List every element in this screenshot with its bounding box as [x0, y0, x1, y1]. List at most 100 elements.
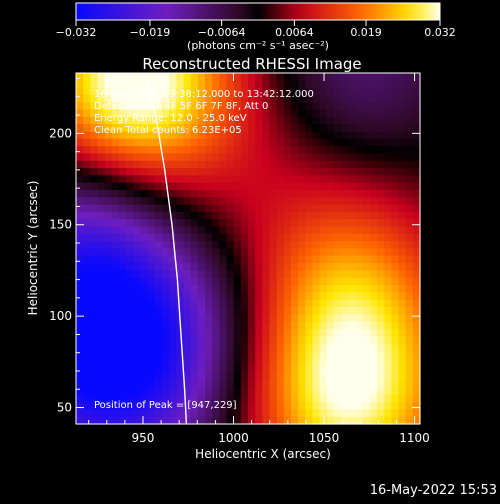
- heatmap-cell: [233, 211, 242, 220]
- heatmap-cell: [183, 416, 192, 425]
- heatmap-cell: [398, 263, 407, 272]
- heatmap-cell: [305, 285, 314, 293]
- heatmap-cell: [305, 402, 314, 410]
- heatmap-cell: [97, 409, 106, 418]
- heatmap-cell: [291, 175, 299, 184]
- heatmap-cell: [384, 116, 392, 125]
- heatmap-cell: [119, 131, 127, 140]
- heatmap-cell: [391, 416, 400, 425]
- heatmap-cell: [412, 380, 421, 389]
- heatmap-cell: [283, 402, 292, 410]
- heatmap-cell: [147, 358, 156, 367]
- heatmap-cell: [126, 372, 134, 381]
- heatmap-cell: [348, 270, 357, 279]
- heatmap-cell: [140, 307, 149, 315]
- heatmap-cell: [154, 219, 163, 228]
- heatmap-cell: [212, 233, 220, 242]
- heatmap-cell: [205, 270, 213, 279]
- heatmap-cell: [369, 372, 378, 381]
- heatmap-cell: [341, 138, 349, 147]
- heatmap-cell: [240, 73, 249, 81]
- heatmap-cell: [269, 263, 278, 272]
- heatmap-cell: [176, 204, 185, 213]
- heatmap-cell: [240, 116, 249, 125]
- heatmap-cell: [154, 102, 163, 111]
- heatmap-cell: [147, 116, 156, 125]
- heatmap-cell: [212, 270, 220, 279]
- heatmap-cell: [269, 416, 278, 425]
- heatmap-cell: [119, 387, 127, 396]
- heatmap-cell: [147, 160, 156, 169]
- heatmap-cell: [176, 219, 185, 228]
- heatmap-cell: [312, 248, 321, 257]
- heatmap-cell: [298, 182, 306, 191]
- heatmap-cell: [119, 226, 127, 235]
- heatmap-cell: [377, 102, 385, 111]
- heatmap-cell: [176, 138, 185, 147]
- y-tick-label: 150: [49, 218, 72, 232]
- heatmap-cell: [348, 380, 357, 389]
- heatmap-cell: [176, 394, 185, 403]
- heatmap-cell: [248, 380, 256, 389]
- heatmap-cell: [190, 343, 199, 352]
- heatmap-cell: [219, 226, 228, 235]
- heatmap-cell: [248, 292, 256, 301]
- heatmap-cell: [398, 292, 407, 301]
- heatmap-cell: [169, 197, 177, 206]
- heatmap-cell: [305, 94, 314, 103]
- heatmap-cell: [233, 94, 242, 103]
- heatmap-cell: [226, 131, 235, 140]
- heatmap-cell: [212, 211, 220, 220]
- heatmap-cell: [147, 299, 156, 308]
- heatmap-cell: [147, 343, 156, 352]
- heatmap-cell: [219, 328, 228, 337]
- heatmap-cell: [90, 94, 99, 103]
- heatmap-cell: [233, 343, 242, 352]
- heatmap-cell: [190, 270, 199, 279]
- heatmap-cell: [104, 314, 113, 323]
- heatmap-cell: [384, 168, 392, 176]
- heatmap-cell: [133, 102, 142, 111]
- heatmap-cell: [90, 80, 99, 89]
- heatmap-cell: [154, 263, 163, 272]
- heatmap-cell: [176, 307, 185, 315]
- heatmap-cell: [226, 190, 235, 198]
- heatmap-cell: [140, 94, 149, 103]
- heatmap-cell: [305, 219, 314, 228]
- heatmap-cell: [276, 321, 285, 330]
- heatmap-cell: [305, 248, 314, 257]
- heatmap-cell: [83, 299, 91, 308]
- heatmap-cell: [97, 387, 106, 396]
- heatmap-cell: [183, 350, 192, 359]
- heatmap-cell: [319, 160, 328, 169]
- heatmap-cell: [276, 307, 285, 315]
- heatmap-cell: [312, 365, 321, 374]
- heatmap-cell: [119, 138, 127, 147]
- heatmap-cell: [97, 175, 106, 184]
- heatmap-cell: [334, 109, 342, 118]
- heatmap-cell: [183, 343, 192, 352]
- colorbar-tick-label: 0.019: [350, 26, 382, 39]
- heatmap-cell: [283, 124, 292, 133]
- heatmap-cell: [255, 80, 263, 89]
- heatmap-cell: [248, 175, 256, 184]
- heatmap-cell: [412, 109, 421, 118]
- heatmap-cell: [248, 365, 256, 374]
- heatmap-cell: [76, 380, 84, 389]
- heatmap-cell: [233, 394, 242, 403]
- heatmap-cell: [190, 146, 199, 155]
- heatmap-cell: [126, 416, 134, 425]
- heatmap-cell: [362, 73, 371, 81]
- heatmap-cell: [219, 153, 228, 162]
- heatmap-cell: [76, 226, 84, 235]
- heatmap-cell: [412, 204, 421, 213]
- heatmap-cell: [205, 153, 213, 162]
- heatmap-cell: [111, 109, 120, 118]
- heatmap-cell: [133, 387, 142, 396]
- heatmap-cell: [276, 387, 285, 396]
- heatmap-cell: [176, 160, 185, 169]
- heatmap-cell: [312, 153, 321, 162]
- heatmap-cell: [262, 175, 271, 184]
- heatmap-cell: [219, 87, 228, 96]
- heatmap-cell: [341, 248, 349, 257]
